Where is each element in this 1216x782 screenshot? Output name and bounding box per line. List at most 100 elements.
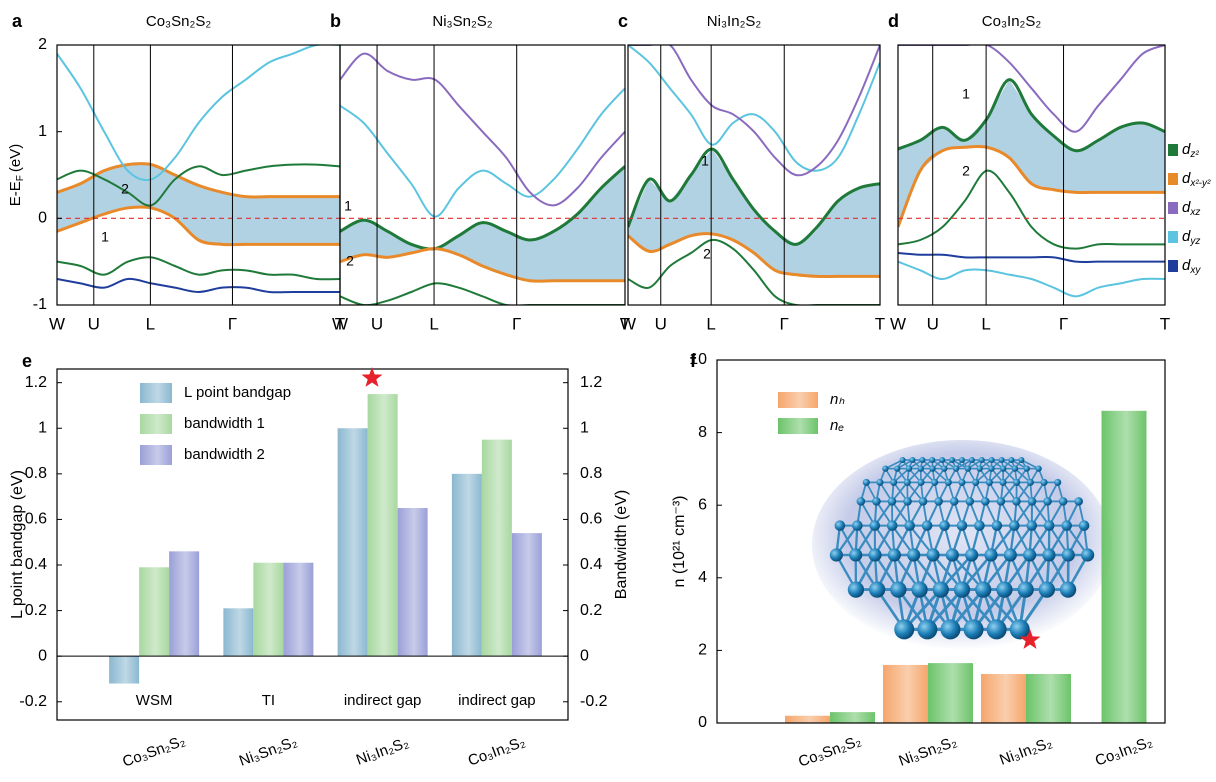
annotation: 1 (101, 229, 109, 245)
y-tick-label: 0.2 (25, 602, 47, 619)
lattice-atom (869, 520, 881, 531)
legend-sub: z² (1189, 149, 1199, 160)
annotation: 1 (344, 198, 352, 214)
lattice-atom (940, 619, 961, 640)
panel-frame (56, 368, 569, 721)
y-tick-label: 0 (38, 210, 47, 227)
lattice-atom (988, 457, 995, 463)
lattice-atom (1013, 478, 1021, 486)
legend-label: dz² (1182, 141, 1199, 160)
lattice-atom (856, 497, 866, 506)
lattice-atom (921, 520, 933, 531)
band-plot (628, 45, 880, 305)
lattice-atom (976, 465, 983, 472)
lattice-atom (929, 457, 936, 463)
bar (283, 562, 314, 657)
lattice-atom (1035, 465, 1042, 472)
lattice-atom (985, 478, 993, 486)
lattice-atom (965, 548, 979, 562)
x-tick-label: Co₃Sn₂S₂ (120, 732, 187, 770)
y-tick-label: 6 (698, 496, 707, 513)
lattice-atom (991, 520, 1003, 531)
bar (397, 508, 428, 657)
lattice-atom (829, 548, 843, 562)
lattice-atom (964, 465, 972, 472)
lattice-atom (975, 581, 992, 598)
panel-frame (897, 44, 1166, 306)
lattice-atom (988, 465, 995, 472)
lattice-atom (956, 520, 968, 531)
lattice-atom (929, 465, 936, 472)
gap-shade (898, 79, 1165, 228)
band-line (340, 87, 625, 218)
y2-tick-label: 0.8 (580, 465, 602, 482)
lattice-atom (963, 619, 984, 640)
legend-sub: x²-y² (1189, 178, 1211, 189)
lattice-atom (894, 465, 901, 472)
lattice-atom (862, 478, 870, 486)
lattice-atom (941, 465, 948, 472)
lattice-atom (926, 548, 940, 562)
y-tick-label: 1.2 (25, 374, 47, 391)
lattice-atom (958, 478, 966, 486)
lattice-atom (1018, 457, 1025, 463)
k-label: U (655, 314, 667, 333)
band-line (340, 165, 625, 251)
panel-letter: d (888, 11, 899, 31)
k-label: T (620, 314, 630, 333)
panel-title: Ni₃In₂S₂ (707, 13, 762, 30)
lattice-atom (909, 457, 916, 463)
y2-tick-label: -0.2 (580, 693, 608, 710)
bar (481, 439, 512, 657)
lattice-atom (1017, 581, 1034, 598)
y-tick-label: 0.4 (25, 556, 47, 573)
band-line (57, 205, 340, 247)
lattice-atom (894, 619, 915, 640)
lattice-bond (1021, 459, 1039, 470)
lattice-bond (885, 459, 903, 470)
x-tick-label: Co₃In₂S₂ (466, 733, 528, 769)
lattice-atom (890, 478, 898, 486)
y-axis-label: L point bandgap (eV) (9, 470, 26, 619)
legend-swatch (1168, 144, 1178, 156)
bar (337, 428, 368, 657)
legend-swatch (778, 418, 818, 434)
lattice-atom (978, 457, 985, 463)
legend-symbol: d (1182, 170, 1191, 187)
lattice-atom (918, 497, 928, 506)
lattice-atom (834, 520, 846, 531)
k-label: L (706, 314, 715, 333)
x-tick-label: Ni₃In₂S₂ (354, 734, 411, 769)
lattice-atom (944, 478, 952, 486)
lattice-atom (903, 497, 912, 506)
band-line (628, 147, 880, 246)
k-label: L (981, 314, 990, 333)
y-tick-label: 8 (698, 424, 707, 441)
k-label: U (927, 314, 939, 333)
lattice-atom (905, 465, 913, 472)
bar (451, 473, 482, 657)
panel-title: Ni₃Sn₂S₂ (432, 13, 492, 30)
legend-label: dxz (1182, 199, 1200, 218)
lattice-atom (1042, 548, 1056, 562)
panel-letter: a (12, 11, 23, 31)
lattice-atom (1040, 478, 1048, 486)
lattice-atom (904, 520, 915, 531)
x-tick-label: Ni₃Sn₂S₂ (237, 733, 300, 770)
y-label-sub: F (15, 175, 26, 181)
legend-label: nₑ (830, 417, 844, 434)
lattice-atom (972, 478, 980, 486)
panel-frame (716, 359, 1166, 724)
band-plot (57, 45, 340, 294)
lattice-atom (953, 581, 971, 598)
gap-shade (628, 149, 880, 277)
k-label: T (1160, 314, 1170, 333)
lattice-atom (917, 478, 925, 486)
bar (928, 663, 973, 723)
k-label: Γ (228, 314, 237, 333)
lattice-atom (1061, 548, 1075, 562)
k-label: Γ (1059, 314, 1068, 333)
lattice-atom (911, 581, 928, 598)
y-axis-label: n (10²¹ cm⁻³) (671, 496, 688, 588)
